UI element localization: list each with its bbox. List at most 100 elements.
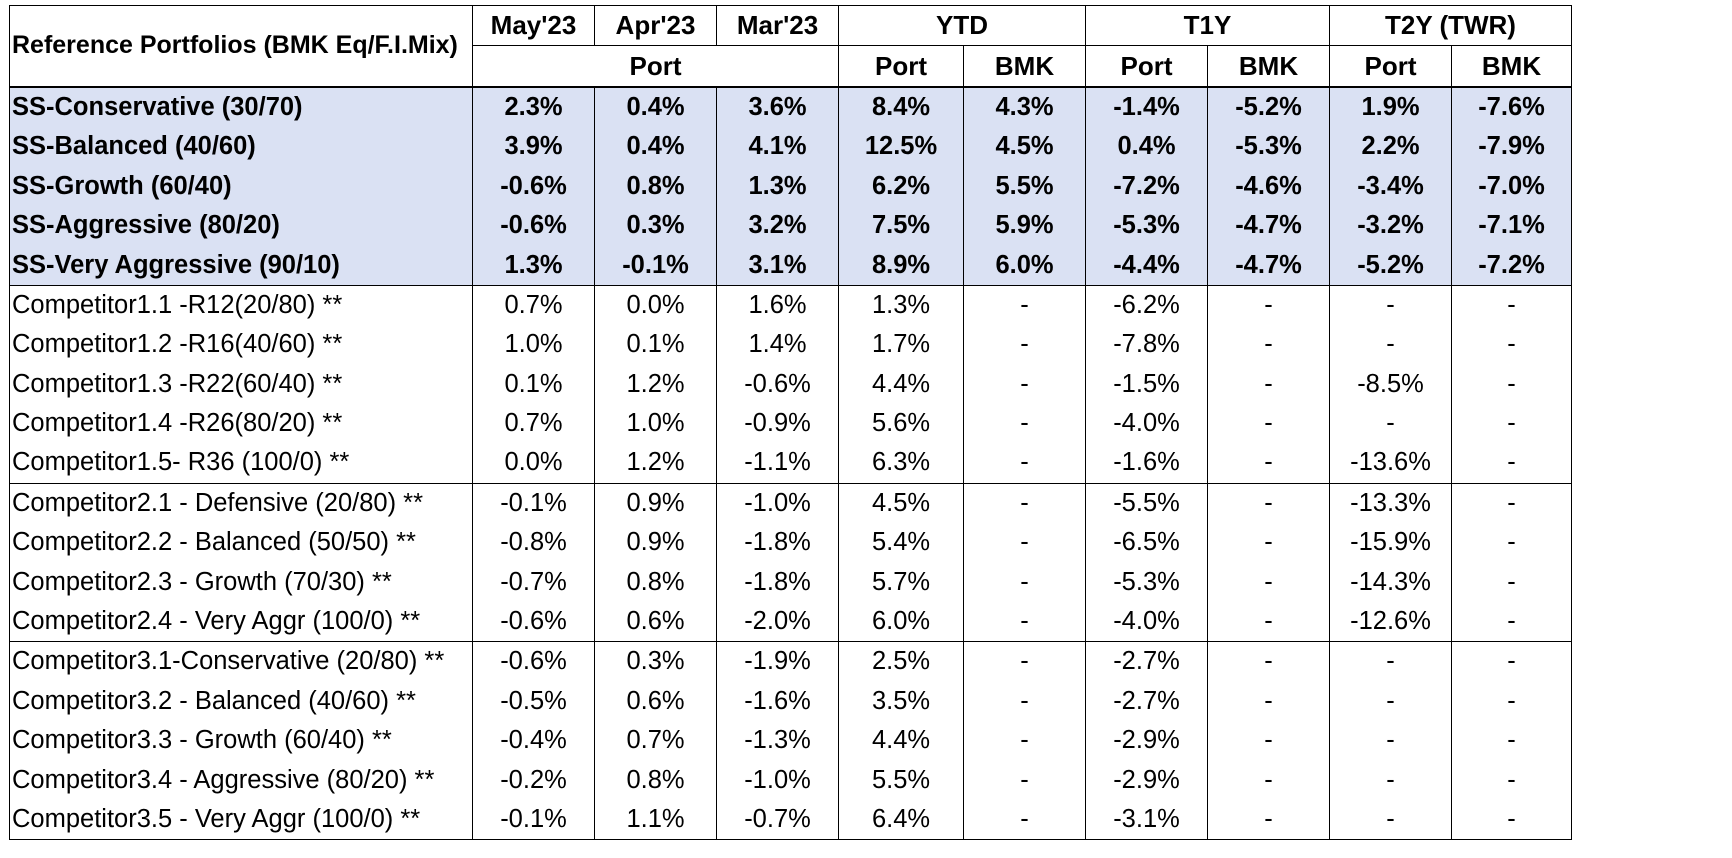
cell-ytd-bmk: 5.9% [963, 205, 1086, 246]
table-row: SS-Conservative (30/70) 2.3% 0.4% 3.6% 8.4% 4… [9, 86, 1572, 128]
cell-t2y-port: - [1329, 681, 1452, 722]
cell-may-23: 1.3% [472, 245, 595, 286]
cell-ytd-bmk: - [963, 760, 1086, 800]
cell-mar-23: -0.6% [716, 364, 839, 404]
cell-t2y-bmk: - [1451, 403, 1572, 444]
cell-may-23: 3.9% [472, 127, 595, 167]
cell-t2y-port: - [1329, 721, 1452, 761]
cell-ytd-bmk: - [963, 562, 1086, 602]
ss-portfolio-name: SS-Balanced (40/60) [9, 127, 473, 167]
competitor-portfolio-name: Competitor3.4 - Aggressive (80/20) ** [9, 760, 473, 800]
cell-t1y-bmk: - [1207, 799, 1330, 841]
cell-t2y-port: -8.5% [1329, 364, 1452, 404]
cell-ytd-bmk: - [963, 284, 1086, 326]
cell-apr-23: 0.7% [594, 721, 717, 761]
cell-mar-23: -1.0% [716, 482, 839, 524]
cell-apr-23: 0.9% [594, 523, 717, 563]
cell-may-23: 2.3% [472, 86, 595, 128]
cell-t2y-bmk: - [1451, 482, 1572, 524]
cell-apr-23: 0.4% [594, 127, 717, 167]
cell-ytd-bmk: - [963, 601, 1086, 642]
cell-may-23: -0.7% [472, 562, 595, 602]
cell-ytd-bmk: - [963, 364, 1086, 404]
cell-t2y-port: 1.9% [1329, 86, 1452, 128]
table-row: Competitor1.3 -R22(60/40) ** 0.1% 1.2% -0.6… [9, 364, 1572, 404]
cell-mar-23: -1.1% [716, 443, 839, 484]
cell-t1y-port: -4.4% [1085, 245, 1208, 286]
cell-ytd-port: 5.7% [838, 562, 964, 602]
cell-t1y-bmk: - [1207, 403, 1330, 444]
table-row: Competitor3.4 - Aggressive (80/20) ** - 0.… [9, 760, 1572, 800]
cell-t2y-bmk: - [1451, 799, 1572, 841]
cell-mar-23: -1.3% [716, 721, 839, 761]
cell-ytd-port: 6.0% [838, 601, 964, 642]
competitor-portfolio-name: Competitor2.4 - Very Aggr (100/0) ** [9, 601, 473, 642]
competitor-portfolio-name: Competitor3.5 - Very Aggr (100/0) ** [9, 799, 473, 841]
cell-apr-23: 0.6% [594, 681, 717, 722]
month-header-apr: Apr'23 [594, 4, 717, 47]
cell-mar-23: -1.6% [716, 681, 839, 722]
cell-t2y-port: -13.3% [1329, 482, 1452, 524]
cell-may-23: -0.8% [472, 523, 595, 563]
cell-t2y-bmk: - [1451, 325, 1572, 365]
cell-t2y-bmk: -7.2% [1451, 245, 1572, 286]
competitor-portfolio-name: Competitor3.2 - Balanced (40/60) ** [9, 681, 473, 722]
cell-ytd-port: 6.4% [838, 799, 964, 841]
table-header: Reference Portfolios (BMK Eq/F.I.Mix) Ma… [9, 4, 1572, 88]
cell-apr-23: 0.1% [594, 325, 717, 365]
cell-mar-23: 3.1% [716, 245, 839, 286]
cell-apr-23: 0.4% [594, 86, 717, 128]
cell-t2y-bmk: - [1451, 284, 1572, 326]
cell-t1y-port: -2.9% [1085, 721, 1208, 761]
cell-t1y-bmk: - [1207, 562, 1330, 602]
cell-may-23: -0.6% [472, 166, 595, 206]
t2y-header: T2Y (TWR) [1329, 4, 1572, 47]
table-row: Competitor1.2 -R16(40/60) ** 1.0% 0.1% 1.4%… [9, 325, 1572, 365]
table-row: Competitor2.3 - Growth (70/30) ** -0.7% 0.… [9, 562, 1572, 602]
cell-ytd-bmk: - [963, 523, 1086, 563]
cell-t1y-port: -5.3% [1085, 562, 1208, 602]
cell-t2y-bmk: -7.6% [1451, 86, 1572, 128]
cell-may-23: 0.0% [472, 443, 595, 484]
cell-t1y-bmk: -4.7% [1207, 245, 1330, 286]
cell-t1y-port: -7.8% [1085, 325, 1208, 365]
cell-t2y-port: - [1329, 799, 1452, 841]
cell-t2y-bmk: - [1451, 721, 1572, 761]
table-row: Competitor3.2 - Balanced (40/60) ** -0.5%… [9, 681, 1572, 722]
cell-mar-23: -1.8% [716, 523, 839, 563]
cell-apr-23: 1.0% [594, 403, 717, 444]
cell-ytd-bmk: - [963, 799, 1086, 841]
cell-apr-23: 0.9% [594, 482, 717, 524]
table-body: SS-Conservative (30/70) 2.3% 0.4% 3.6% 8.4% 4… [9, 86, 1572, 841]
table-row: Competitor2.1 - Defensive (20/80) ** -0.1… [9, 482, 1572, 524]
cell-ytd-port: 4.4% [838, 721, 964, 761]
cell-ytd-port: 2.5% [838, 641, 964, 682]
cell-mar-23: 4.1% [716, 127, 839, 167]
cell-t2y-port: -5.2% [1329, 245, 1452, 286]
cell-mar-23: 1.4% [716, 325, 839, 365]
cell-apr-23: 0.8% [594, 760, 717, 800]
cell-t1y-bmk: -5.3% [1207, 127, 1330, 167]
cell-ytd-port: 12.5% [838, 127, 964, 167]
cell-t2y-bmk: - [1451, 641, 1572, 682]
cell-ytd-port: 5.6% [838, 403, 964, 444]
cell-ytd-port: 5.4% [838, 523, 964, 563]
cell-mar-23: -1.0% [716, 760, 839, 800]
table-row: Competitor1.1 -R12(20/80) ** 0.7% 0.0% 1.6%… [9, 284, 1572, 326]
cell-may-23: 0.7% [472, 403, 595, 444]
cell-ytd-bmk: - [963, 641, 1086, 682]
cell-ytd-bmk: - [963, 325, 1086, 365]
cell-t2y-port: -14.3% [1329, 562, 1452, 602]
ss-portfolio-name: SS-Growth (60/40) [9, 166, 473, 206]
cell-ytd-port: 4.5% [838, 482, 964, 524]
cell-t2y-bmk: - [1451, 443, 1572, 484]
competitor-portfolio-name: Competitor2.2 - Balanced (50/50) ** [9, 523, 473, 563]
competitor-portfolio-name: Competitor2.1 - Defensive (20/80) ** [9, 482, 473, 524]
cell-t1y-bmk: - [1207, 721, 1330, 761]
cell-t2y-port: - [1329, 284, 1452, 326]
cell-t1y-bmk: - [1207, 284, 1330, 326]
cell-ytd-port: 6.3% [838, 443, 964, 484]
t1y-port-subheader: Port [1085, 45, 1208, 88]
cell-mar-23: 1.6% [716, 284, 839, 326]
cell-t2y-port: - [1329, 641, 1452, 682]
